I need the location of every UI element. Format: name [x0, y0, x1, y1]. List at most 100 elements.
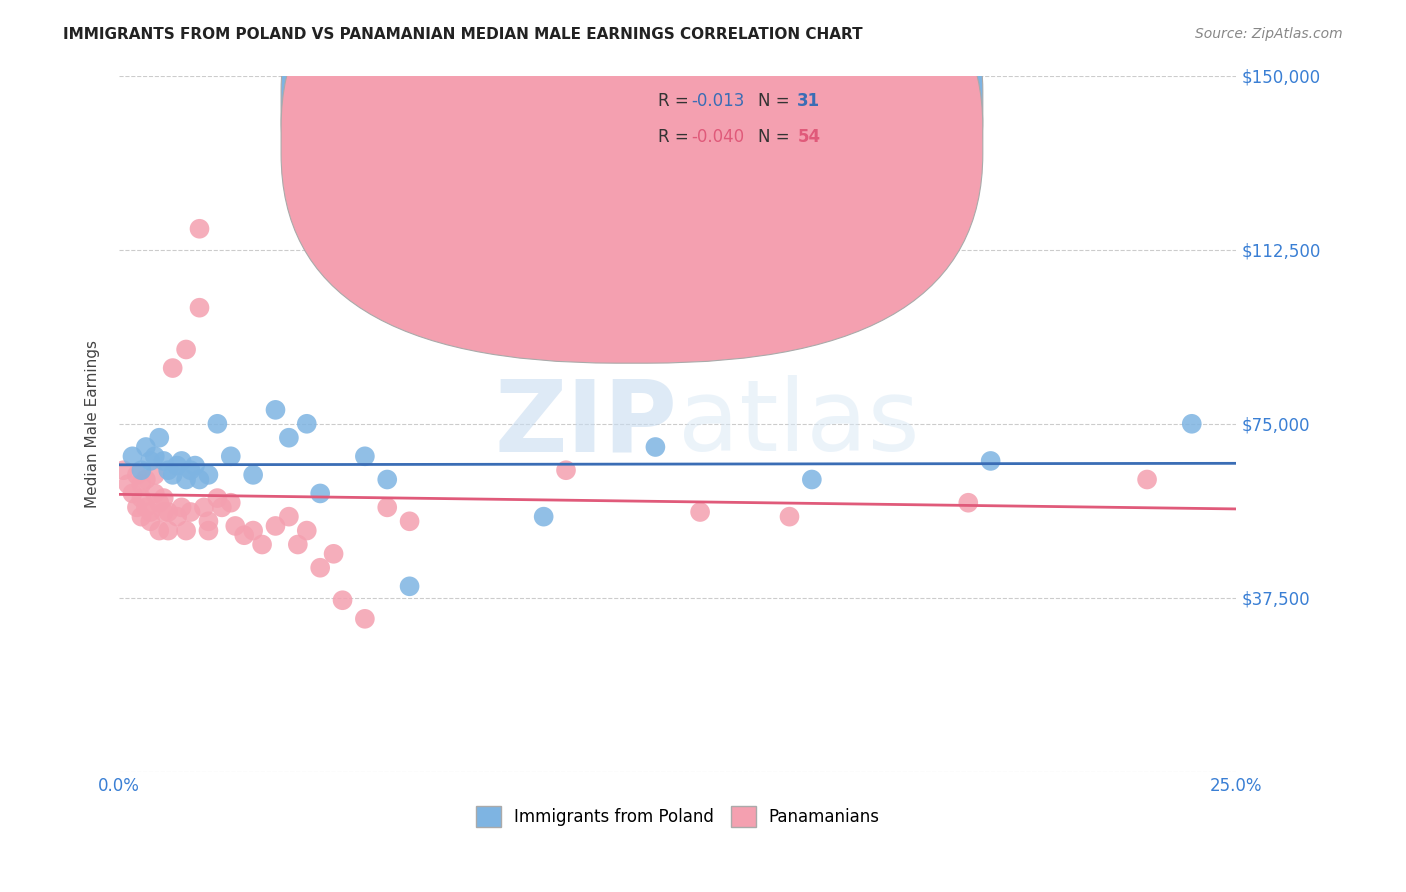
Text: -0.013: -0.013 — [692, 93, 745, 111]
Point — [135, 440, 157, 454]
Text: IMMIGRANTS FROM POLAND VS PANAMANIAN MEDIAN MALE EARNINGS CORRELATION CHART: IMMIGRANTS FROM POLAND VS PANAMANIAN MED… — [63, 27, 863, 42]
Point — [139, 514, 162, 528]
Point — [162, 467, 184, 482]
Point — [143, 450, 166, 464]
Point — [277, 509, 299, 524]
Point — [166, 458, 188, 473]
Point — [143, 467, 166, 482]
Point — [121, 450, 143, 464]
Point — [322, 547, 344, 561]
Point — [188, 301, 211, 315]
Point — [207, 491, 229, 505]
Point — [174, 343, 197, 357]
Y-axis label: Median Male Earnings: Median Male Earnings — [86, 340, 100, 508]
Point — [157, 505, 180, 519]
Point — [125, 500, 148, 515]
Point — [170, 500, 193, 515]
Point — [131, 509, 153, 524]
Point — [277, 431, 299, 445]
Text: 31: 31 — [797, 93, 821, 111]
Point — [264, 519, 287, 533]
Point — [152, 454, 174, 468]
Point — [533, 509, 555, 524]
Point — [131, 477, 153, 491]
Point — [180, 505, 202, 519]
Point — [242, 524, 264, 538]
Point — [174, 473, 197, 487]
Point — [1136, 473, 1159, 487]
Point — [332, 593, 354, 607]
Point — [264, 402, 287, 417]
Point — [398, 514, 420, 528]
Point — [211, 500, 233, 515]
Point — [398, 579, 420, 593]
FancyBboxPatch shape — [281, 0, 983, 327]
Point — [207, 417, 229, 431]
Point — [148, 524, 170, 538]
Point — [957, 496, 980, 510]
Text: R =: R = — [658, 128, 693, 146]
Point — [193, 500, 215, 515]
Text: -0.040: -0.040 — [692, 128, 744, 146]
Point — [354, 450, 377, 464]
FancyBboxPatch shape — [281, 0, 983, 363]
Point — [157, 524, 180, 538]
Text: atlas: atlas — [678, 376, 920, 472]
Point — [184, 458, 207, 473]
Point — [135, 473, 157, 487]
Point — [375, 473, 398, 487]
Legend: Immigrants from Poland, Panamanians: Immigrants from Poland, Panamanians — [470, 800, 887, 833]
Point — [295, 524, 318, 538]
Point — [117, 477, 139, 491]
Point — [170, 454, 193, 468]
Point — [131, 463, 153, 477]
Point — [309, 560, 332, 574]
Point — [121, 486, 143, 500]
Point — [219, 450, 242, 464]
Point — [250, 537, 273, 551]
Point — [139, 454, 162, 468]
Point — [465, 301, 488, 315]
Point — [152, 505, 174, 519]
Point — [1181, 417, 1204, 431]
Point — [157, 463, 180, 477]
Point — [233, 528, 256, 542]
Point — [980, 454, 1002, 468]
Text: R =: R = — [658, 93, 693, 111]
Point — [148, 431, 170, 445]
Point — [644, 440, 666, 454]
Point — [112, 463, 135, 477]
Text: N =: N = — [758, 128, 794, 146]
Point — [800, 473, 823, 487]
Point — [309, 486, 332, 500]
Point — [131, 491, 153, 505]
Point — [689, 505, 711, 519]
Point — [224, 519, 246, 533]
Point — [354, 612, 377, 626]
Point — [143, 486, 166, 500]
Point — [197, 467, 219, 482]
Point — [287, 537, 309, 551]
Point — [135, 500, 157, 515]
Point — [295, 417, 318, 431]
Point — [162, 361, 184, 376]
Point — [242, 467, 264, 482]
Point — [148, 496, 170, 510]
Text: ZIP: ZIP — [495, 376, 678, 472]
Point — [152, 491, 174, 505]
Point — [180, 463, 202, 477]
Point — [197, 514, 219, 528]
Text: Source: ZipAtlas.com: Source: ZipAtlas.com — [1195, 27, 1343, 41]
Point — [375, 500, 398, 515]
Point — [139, 505, 162, 519]
Point — [197, 524, 219, 538]
Text: 54: 54 — [797, 128, 821, 146]
Point — [779, 509, 801, 524]
Point — [219, 496, 242, 510]
Text: N =: N = — [758, 93, 794, 111]
Point — [174, 524, 197, 538]
Point — [188, 221, 211, 235]
Point — [166, 509, 188, 524]
Point — [188, 473, 211, 487]
Point — [125, 467, 148, 482]
